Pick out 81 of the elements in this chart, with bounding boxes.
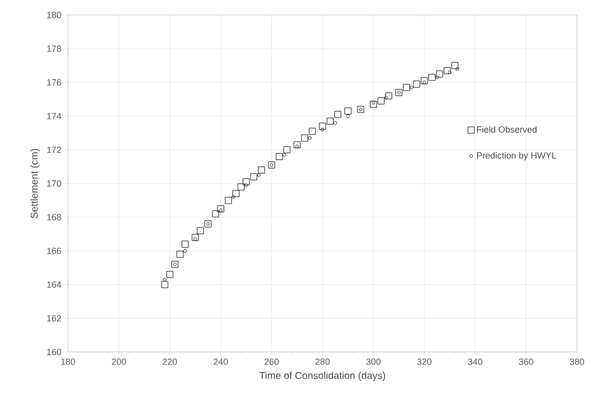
point: [282, 153, 286, 157]
point: [257, 173, 261, 177]
point: [413, 80, 420, 88]
point: [384, 96, 388, 100]
point: [451, 62, 458, 69]
point: [166, 271, 174, 278]
x-tick-label: 240: [214, 358, 228, 365]
point: [385, 92, 392, 100]
point: [334, 110, 342, 118]
point: [176, 250, 184, 258]
y-tick-label: 170: [47, 180, 62, 187]
point: [357, 106, 364, 113]
y-tick-label: 178: [47, 46, 62, 52]
point: [250, 173, 258, 180]
point: [326, 118, 334, 125]
point: [319, 122, 326, 130]
point: [436, 70, 444, 78]
x-tick-label: 260: [264, 358, 279, 365]
y-tick-label: 180: [47, 12, 62, 18]
point: [372, 100, 376, 104]
x-tick-label: 320: [417, 358, 432, 365]
y-tick-label: 160: [47, 348, 62, 356]
point: [448, 70, 452, 74]
point: [276, 153, 283, 160]
point: [161, 281, 168, 288]
point: [403, 84, 410, 91]
y-tick-label: 164: [47, 281, 62, 288]
point: [308, 136, 312, 140]
point: [218, 208, 222, 212]
point: [242, 178, 250, 186]
x-axis-title: Time of Consolidation (days): [260, 372, 386, 381]
point: [301, 134, 308, 142]
x-tick-label: 360: [518, 358, 534, 365]
x-tick-label: 340: [468, 358, 482, 365]
y-tick-label: 166: [47, 248, 62, 254]
point: [320, 128, 324, 132]
point: [194, 237, 197, 241]
point: [238, 183, 244, 190]
point: [294, 141, 300, 148]
point: [333, 121, 337, 125]
point: [268, 162, 276, 168]
point: [192, 234, 199, 241]
point: [258, 166, 265, 174]
point: [232, 190, 240, 198]
point: [308, 128, 316, 135]
x-tick-label: 220: [162, 358, 177, 365]
point: [270, 163, 274, 167]
point: [358, 108, 362, 112]
point: [283, 146, 290, 154]
y-tick-label: 174: [47, 113, 62, 120]
point: [344, 108, 352, 114]
point: [444, 67, 451, 74]
point: [397, 90, 401, 94]
legend-label: Field Observed: [477, 126, 537, 133]
y-axis-title: Settlement (cm): [30, 148, 40, 218]
point: [422, 80, 426, 84]
point: [395, 89, 402, 96]
point: [346, 114, 350, 118]
point: [182, 240, 189, 248]
point: [217, 205, 224, 212]
legend-label: Prediction by HWYL: [477, 152, 556, 160]
x-tick-label: 300: [366, 358, 381, 365]
point: [370, 100, 377, 108]
x-tick-label: 280: [315, 358, 330, 365]
point: [295, 144, 299, 148]
x-tick-label: 180: [61, 358, 76, 365]
x-tick-label: 200: [112, 358, 126, 365]
point: [212, 210, 220, 218]
point: [183, 249, 187, 253]
point: [420, 77, 428, 84]
x-tick-label: 380: [570, 358, 584, 365]
point: [456, 67, 460, 71]
y-tick-label: 162: [47, 315, 62, 322]
y-tick-label: 176: [47, 79, 62, 86]
y-tick-label: 168: [47, 214, 62, 220]
point: [224, 196, 232, 204]
point: [378, 97, 384, 104]
point: [428, 74, 436, 81]
y-tick-label: 172: [47, 146, 62, 153]
point: [244, 183, 248, 187]
point: [196, 227, 204, 234]
